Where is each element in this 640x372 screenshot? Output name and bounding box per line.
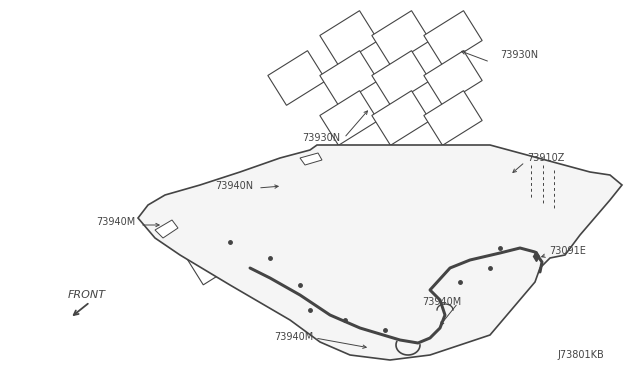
- Polygon shape: [381, 212, 459, 278]
- Text: 73940M: 73940M: [274, 332, 313, 342]
- Text: 73940N: 73940N: [215, 181, 253, 191]
- Text: 73940M: 73940M: [422, 297, 461, 307]
- Polygon shape: [320, 91, 378, 145]
- Polygon shape: [308, 183, 328, 206]
- Polygon shape: [320, 11, 378, 65]
- Polygon shape: [506, 175, 534, 201]
- Polygon shape: [372, 51, 430, 105]
- Polygon shape: [166, 175, 284, 285]
- Text: FRONT: FRONT: [68, 290, 106, 300]
- Polygon shape: [423, 232, 445, 259]
- Polygon shape: [372, 11, 430, 65]
- Text: J73801KB: J73801KB: [557, 350, 604, 360]
- Polygon shape: [138, 145, 622, 360]
- Polygon shape: [300, 153, 322, 165]
- Polygon shape: [424, 51, 482, 105]
- Polygon shape: [257, 168, 280, 188]
- Polygon shape: [321, 183, 340, 206]
- Text: 73910Z: 73910Z: [527, 153, 564, 163]
- Polygon shape: [303, 153, 326, 173]
- Text: 73930N: 73930N: [500, 50, 538, 60]
- Polygon shape: [424, 11, 482, 65]
- Polygon shape: [395, 232, 417, 259]
- Polygon shape: [155, 220, 178, 238]
- Text: 73940M: 73940M: [96, 217, 135, 227]
- Polygon shape: [424, 91, 482, 145]
- Polygon shape: [332, 183, 351, 206]
- Polygon shape: [268, 51, 326, 105]
- Polygon shape: [320, 51, 378, 105]
- Polygon shape: [409, 232, 431, 259]
- Polygon shape: [294, 166, 365, 224]
- Text: 73930N: 73930N: [302, 133, 340, 143]
- Text: 73091E: 73091E: [549, 246, 586, 256]
- Polygon shape: [372, 91, 430, 145]
